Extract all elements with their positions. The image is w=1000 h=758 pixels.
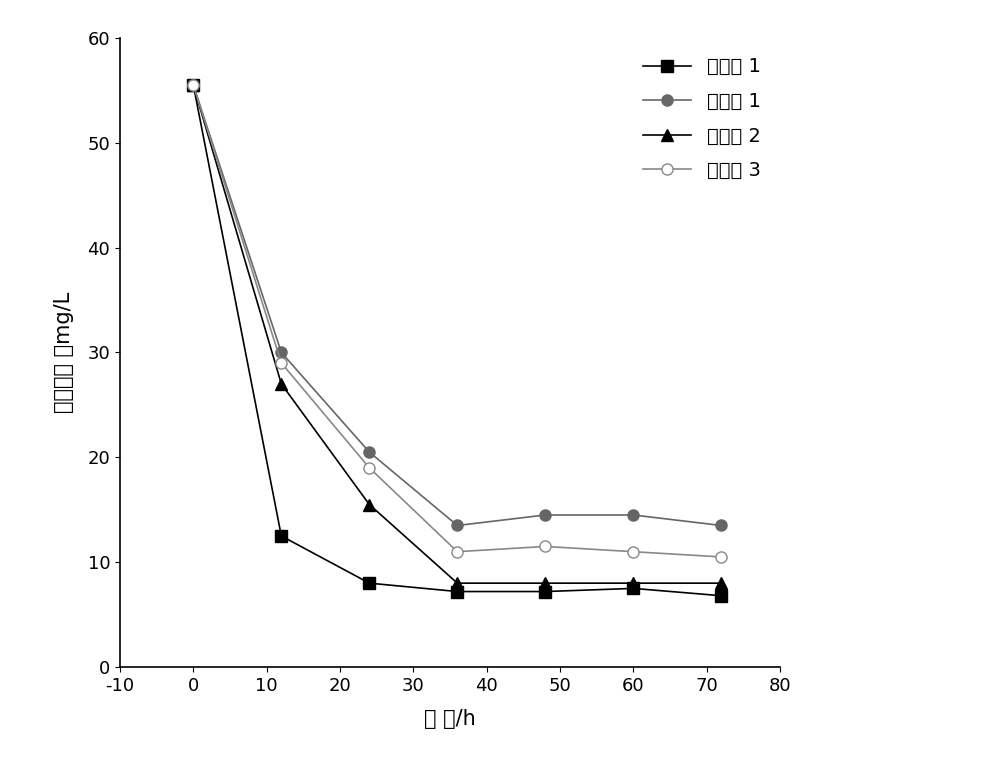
实施例 1 [275, 531, 287, 540]
实施例 1 [451, 587, 463, 596]
对照例 1 [363, 447, 375, 456]
实施例 1 [363, 578, 375, 587]
对照例 1 [627, 510, 639, 519]
对照例 3 [715, 553, 727, 562]
对照例 2 [451, 578, 463, 587]
Legend: 实施例 1, 对照例 1, 对照例 2, 对照例 3: 实施例 1, 对照例 1, 对照例 2, 对照例 3 [633, 48, 770, 190]
Y-axis label: 硬酸盐浓 度mg/L: 硬酸盐浓 度mg/L [54, 292, 74, 413]
Line: 对照例 3: 对照例 3 [188, 80, 727, 562]
对照例 1 [715, 521, 727, 530]
对照例 1 [187, 80, 199, 89]
Line: 对照例 2: 对照例 2 [188, 80, 727, 589]
对照例 3 [187, 80, 199, 89]
对照例 2 [715, 578, 727, 587]
对照例 2 [539, 578, 551, 587]
对照例 2 [627, 578, 639, 587]
实施例 1 [187, 80, 199, 89]
对照例 3 [627, 547, 639, 556]
实施例 1 [715, 591, 727, 600]
实施例 1 [627, 584, 639, 593]
实施例 1 [539, 587, 551, 596]
对照例 1 [451, 521, 463, 530]
X-axis label: 时 间/h: 时 间/h [424, 709, 476, 728]
对照例 2 [187, 80, 199, 89]
对照例 1 [539, 510, 551, 519]
对照例 2 [275, 380, 287, 389]
对照例 3 [275, 359, 287, 368]
对照例 3 [363, 463, 375, 472]
Line: 实施例 1: 实施例 1 [188, 80, 727, 601]
对照例 3 [451, 547, 463, 556]
Line: 对照例 1: 对照例 1 [188, 80, 727, 531]
对照例 2 [363, 500, 375, 509]
对照例 1 [275, 348, 287, 357]
对照例 3 [539, 542, 551, 551]
